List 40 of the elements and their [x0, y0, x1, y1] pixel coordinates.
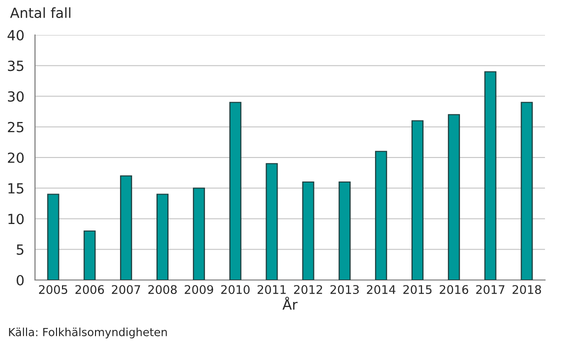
- y-axis-title: Antal fall: [10, 7, 70, 18]
- bar: [84, 230, 96, 280]
- x-tick-label: 2009: [184, 285, 214, 294]
- y-tick-label: 40: [8, 30, 24, 40]
- bar: [520, 102, 533, 280]
- x-tick-label: 2005: [39, 285, 68, 294]
- x-axis-title: År: [282, 296, 298, 310]
- y-tick-label: 20: [8, 152, 24, 163]
- y-tick-label: 10: [8, 214, 24, 224]
- bar: [156, 194, 169, 280]
- y-tick-label: 35: [8, 60, 24, 72]
- x-tick-label: 2018: [512, 285, 541, 294]
- text: Källa: Folkhälsomyndigheten: [9, 328, 167, 338]
- x-tick-label: 2008: [148, 285, 177, 294]
- x-tick-label: 2010: [221, 285, 250, 294]
- bar: [484, 71, 496, 280]
- x-tick-label: 2015: [403, 285, 432, 294]
- bar: [411, 120, 424, 280]
- y-tick-label: 5: [16, 244, 24, 255]
- y-tick-label: 0: [16, 274, 24, 286]
- x-tick-label: 2011: [258, 285, 286, 294]
- x-tick-label: 2012: [294, 285, 322, 294]
- bar: [47, 194, 60, 280]
- bar: [229, 102, 242, 280]
- bar: [266, 163, 278, 280]
- x-tick-label: 2013: [330, 285, 359, 294]
- bar: [192, 188, 205, 280]
- bar: [338, 181, 351, 280]
- x-tick-label: 2016: [440, 285, 468, 294]
- y-tick-label: 15: [8, 183, 24, 194]
- x-tick-label: 2006: [75, 285, 104, 294]
- x-tick-label: 2007: [112, 285, 140, 294]
- bar: [120, 175, 132, 280]
- bar: [375, 150, 388, 280]
- x-tick-label: 2014: [366, 285, 396, 294]
- bar: [448, 114, 460, 280]
- y-tick-label: 30: [8, 91, 24, 102]
- x-tick-label: 2017: [476, 285, 504, 294]
- bar: [302, 181, 314, 280]
- y-tick-label: 25: [8, 122, 24, 132]
